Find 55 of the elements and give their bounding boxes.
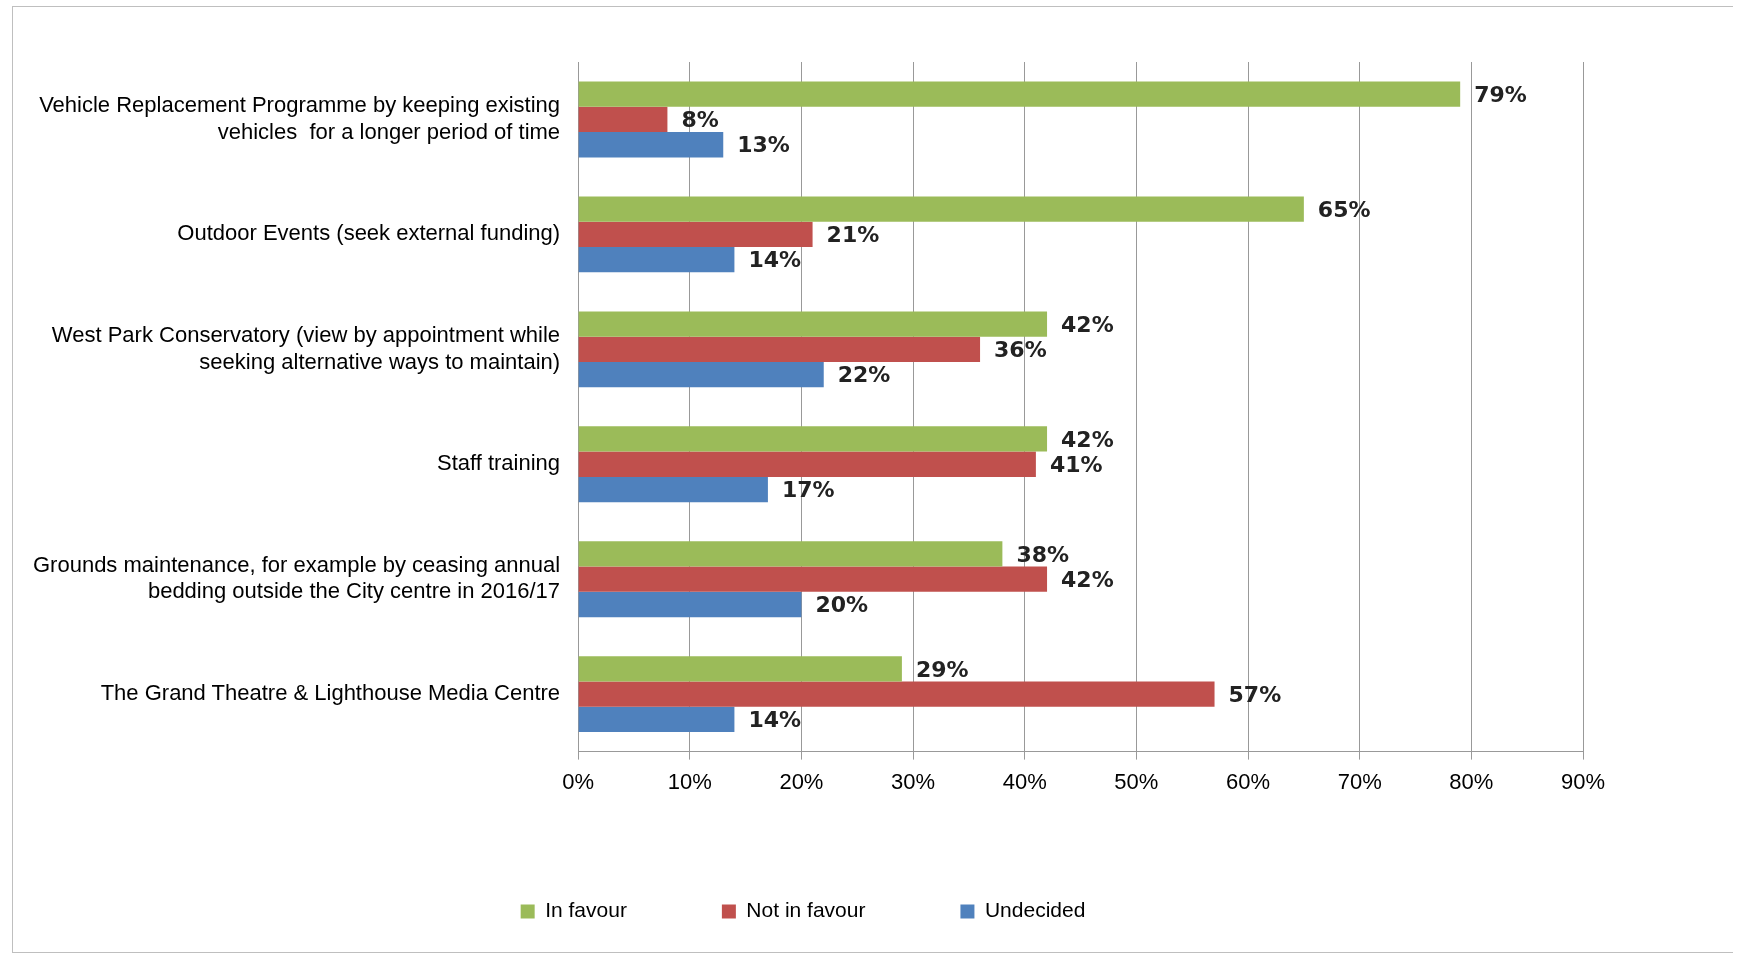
x-tick-label: 70% (1337, 768, 1382, 794)
bar (578, 81, 1461, 107)
x-tick-label: 50% (1114, 768, 1159, 794)
bar (578, 426, 1048, 452)
bar (578, 476, 768, 503)
bar (578, 336, 981, 362)
y-tick-label: The Grand Theatre & Lighthouse Media Centre (100, 680, 561, 706)
legend-label: Undecided (984, 898, 1086, 922)
data-label: 65% (1317, 196, 1371, 222)
legend-label: In favour (545, 898, 627, 922)
data-label: 21% (826, 222, 880, 248)
x-tick-label: 20% (779, 768, 824, 794)
bar (578, 656, 902, 682)
data-label: 42% (1061, 426, 1114, 452)
bar (578, 706, 735, 733)
data-label: 22% (837, 362, 891, 388)
data-label: 17% (781, 477, 835, 503)
x-tick-label: 30% (891, 768, 936, 794)
bar (578, 591, 802, 618)
legend-label: Not in favour (746, 898, 866, 922)
data-label: 8% (681, 107, 719, 133)
bar (578, 361, 824, 388)
data-label: 14% (748, 247, 802, 273)
bar (578, 196, 1304, 222)
bar (578, 566, 1048, 592)
y-tick-label: Grounds maintenance, for example by ceasing annual bedding outside the City centre in 2016/17 (32, 552, 561, 604)
bar (578, 681, 1215, 707)
x-tick-label: 60% (1226, 768, 1271, 794)
x-tick-label: 80% (1449, 768, 1494, 794)
bar (578, 451, 1036, 477)
x-tick-label: 0% (562, 768, 594, 794)
data-label: 14% (748, 707, 802, 733)
bar (578, 106, 668, 133)
y-tick-label: Outdoor Events (seek external funding) (177, 220, 561, 246)
data-label: 41% (1049, 451, 1103, 477)
bar (578, 132, 724, 158)
data-label: 29% (915, 656, 969, 682)
y-tick-label: Vehicle Replacement Programme by keeping existing vehicles for a longer period of time (39, 92, 561, 144)
bar (578, 311, 1048, 337)
x-tick-label: 10% (667, 768, 712, 794)
x-tick-label: 40% (1002, 768, 1047, 794)
data-label: 38% (1016, 541, 1070, 567)
y-tick-label: Staff training (436, 450, 561, 476)
data-label: 79% (1474, 81, 1527, 107)
data-label: 42% (1061, 311, 1114, 337)
data-label: 13% (737, 132, 790, 158)
bar (578, 247, 735, 273)
data-label: 42% (1061, 566, 1114, 592)
y-tick-label: West Park Conservatory (view by appointment while seeking alternative ways to maintain) (51, 322, 561, 374)
data-label: 36% (994, 337, 1047, 363)
bar (578, 541, 1003, 567)
data-label: 57% (1228, 681, 1282, 707)
data-label: 20% (815, 592, 869, 618)
x-tick-label: 90% (1560, 768, 1606, 794)
bar (578, 221, 813, 248)
